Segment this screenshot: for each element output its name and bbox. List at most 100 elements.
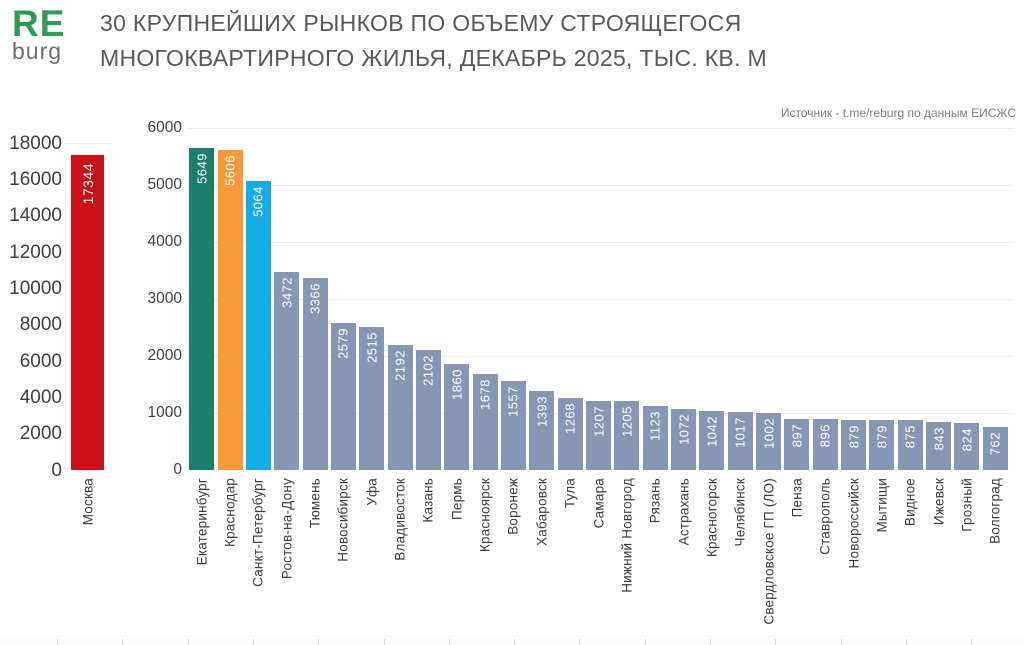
gridline [187,356,1014,357]
bar: 5064 [245,181,271,470]
bar: 3366 [302,278,328,470]
x-tick-label: Свердловское ГП (ЛО) [761,478,777,625]
bar: 2102 [415,350,441,470]
y-tick-label: 10000 [9,277,62,299]
bar: 843 [926,421,952,470]
y-tick-label: 0 [51,459,62,481]
x-tick-label: Ростов-на-Дону [279,478,295,580]
bar: 1205 [614,401,640,470]
bar-value-label: 5606 [222,155,238,187]
x-tick-label: Рязань [647,478,663,524]
bar-value-label: 824 [959,428,975,452]
logo-re-text: RE [12,3,66,44]
x-tick-label: Ставрополь [817,478,833,555]
x-tick-label: Екатеринбург [194,478,210,566]
bar-value-label: 3366 [307,283,323,315]
bar-value-label: 5649 [194,153,210,184]
bar: 1557 [500,381,526,470]
bar-value-label: 897 [789,423,805,448]
bar: 1072 [671,408,697,470]
bar: 1678 [472,374,498,470]
y-tick-label: 16000 [9,168,62,190]
x-tick-label: Пермь [449,478,465,521]
cropped-axis-tick [710,639,711,645]
x-tick-label: Красноярск [477,478,493,553]
x-tick-label: Краснодар [222,478,238,547]
bar-value-label: 1860 [449,368,465,400]
bar-value-label: 1207 [591,406,606,438]
x-tick-label: Челябинск [732,478,748,547]
source-note: Источник - t.me/reburg по данным ЕИСЖС [780,106,1016,120]
bar: 896 [812,418,838,470]
y-tick-label: 6000 [19,350,62,372]
cropped-axis-tick [579,639,581,645]
bar: 1268 [557,397,583,470]
bar: 879 [841,419,867,470]
bar-value-label: 1002 [761,417,777,449]
bar-value-label: 2515 [364,331,380,363]
y-tick-label: 4000 [19,386,62,408]
bar: 897 [784,418,810,470]
x-tick-label: Видное [902,478,918,527]
y-tick-label: 8000 [19,314,62,336]
title-line-1: 30 КРУПНЕЙШИХ РЫНКОВ ПО ОБЪЕМУ СТРОЯЩЕГО… [100,10,742,36]
bar: 879 [869,419,895,470]
bar-value-label: 5064 [250,186,266,218]
bar: 3472 [274,272,300,470]
x-tick-label: Владивосток [392,478,408,561]
cropped-axis-tick [775,639,777,645]
gridline [187,185,1014,186]
y-tick-label: 12000 [9,241,62,263]
bar-value-label: 875 [902,425,918,449]
y-tick-label: 6000 [147,119,182,137]
bar-value-label: 762 [987,431,1003,455]
x-tick-label: Красногорск [704,478,720,558]
x-tick-label: Санкт-Петербург [250,478,266,587]
gridline [64,143,112,144]
y-tick-label: 2000 [147,347,182,365]
bar: 17344 [71,154,104,470]
bar-value-label: 1678 [477,379,493,411]
bar-value-label: 1017 [732,417,748,448]
bar: 762 [982,426,1008,470]
bar: 2192 [387,345,413,470]
x-tick-label: Новосибирск [335,478,351,562]
cropped-axis-tick [840,639,842,645]
x-tick-label: Тула [562,478,578,509]
bar-value-label: 1205 [619,406,635,438]
bar: 1860 [444,363,470,470]
bar: 2515 [359,326,385,470]
cropped-axis-tick [644,639,646,645]
gridline [187,128,1014,129]
bar-value-label: 879 [846,424,862,449]
bar-value-label: 1268 [562,402,578,434]
cropped-axis-tick [448,639,450,645]
x-tick-label: Волгоград [987,478,1003,544]
cropped-axis-tick [905,639,907,645]
y-tick-label: 14000 [9,205,62,227]
bar: 1393 [529,390,555,470]
cropped-axis-tick [383,639,385,645]
bar-value-label: 2192 [392,350,408,381]
cropped-axis-tick [318,639,320,645]
cropped-axis-tick [971,639,973,645]
bar-value-label: 1123 [647,410,663,441]
x-tick-label: Казань [420,478,436,523]
bar: 1002 [756,412,782,470]
x-tick-label: Самара [591,478,606,529]
reburg-logo: RE burg [12,3,92,63]
x-tick-label: Ижевск [931,478,947,526]
x-tick-label: Пенза [789,478,805,518]
cropped-axis-tick [122,639,124,645]
bar-value-label: 896 [817,423,833,448]
title-line-2: МНОГОКВАРТИРНОГО ЖИЛЬЯ, ДЕКАБРЬ 2025, ТЫ… [100,45,767,71]
cropped-axis-tick [252,639,254,645]
x-tick-label: Уфа [364,478,380,506]
x-tick-label: Воронеж [505,478,521,535]
bar: 824 [954,423,980,470]
bar: 1042 [699,410,725,470]
bar: 5606 [217,150,243,470]
y-tick-label: 0 [173,461,182,479]
